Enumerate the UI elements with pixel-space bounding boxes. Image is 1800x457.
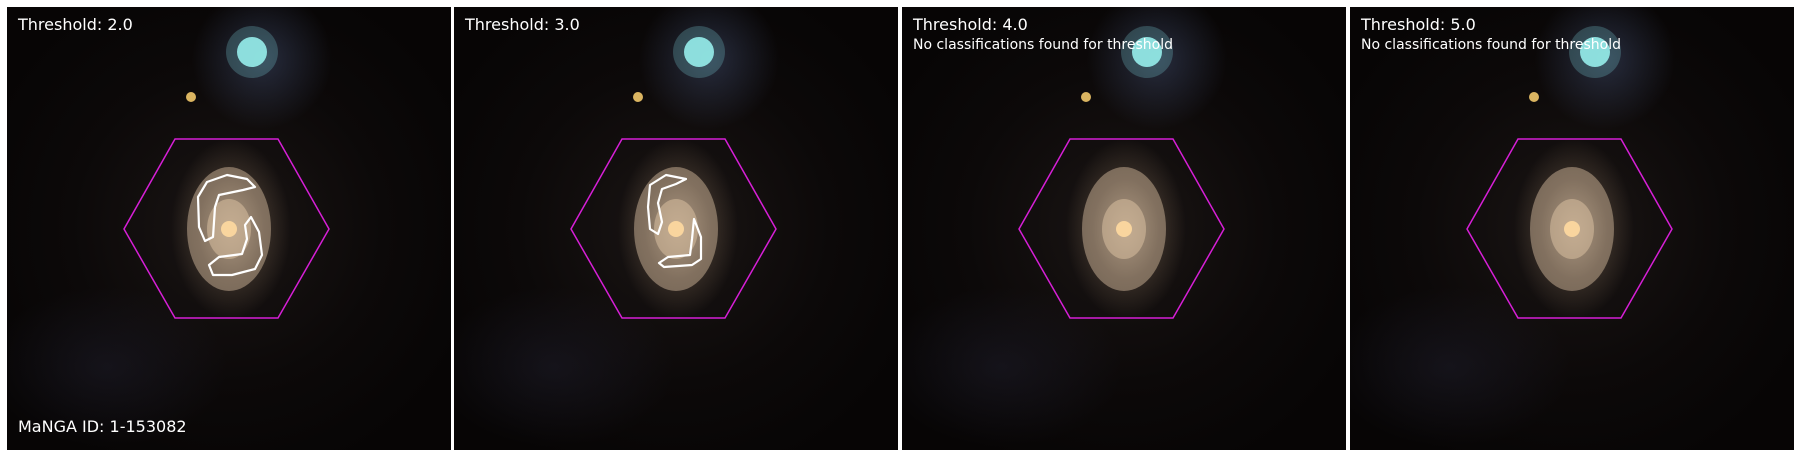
- manga-id-label: MaNGA ID: 1-153082: [18, 417, 187, 436]
- no-classifications-message: No classifications found for threshold: [913, 37, 1173, 53]
- panel-threshold-2: Threshold: 2.0 MaNGA ID: 1-153082: [7, 7, 451, 450]
- classification-contour: [657, 217, 703, 269]
- panel-threshold-3: Threshold: 3.0: [454, 7, 898, 450]
- ifu-hexagon: [1466, 138, 1673, 319]
- bright-star: [684, 37, 714, 67]
- galaxy-core: [221, 221, 237, 237]
- bright-star: [237, 37, 267, 67]
- galaxy-image: [1018, 26, 1225, 319]
- panel-title: Threshold: 2.0: [18, 15, 133, 34]
- panel-title: Threshold: 5.0: [1361, 15, 1476, 34]
- ifu-hexagon: [570, 138, 777, 319]
- panel-threshold-4: Threshold: 4.0 No classifications found …: [902, 7, 1346, 450]
- panel-threshold-5: Threshold: 5.0 No classifications found …: [1350, 7, 1794, 450]
- small-star: [1081, 92, 1091, 102]
- panel-title: Threshold: 3.0: [465, 15, 580, 34]
- classification-contour: [646, 173, 688, 236]
- galaxy-core: [1564, 221, 1580, 237]
- bright-star: [1580, 37, 1610, 67]
- ifu-hexagon: [123, 138, 330, 319]
- small-star: [1529, 92, 1539, 102]
- small-star: [186, 92, 196, 102]
- galaxy-core: [1116, 221, 1132, 237]
- ifu-hexagon: [1018, 138, 1225, 319]
- no-classifications-message: No classifications found for threshold: [1361, 37, 1621, 53]
- galaxy-image: [1466, 26, 1673, 319]
- galaxy-core: [668, 221, 684, 237]
- small-star: [633, 92, 643, 102]
- classification-contour: [207, 215, 264, 277]
- galaxy-image: [123, 26, 330, 319]
- panel-title: Threshold: 4.0: [913, 15, 1028, 34]
- bright-star: [1132, 37, 1162, 67]
- galaxy-image: [570, 26, 777, 319]
- classification-contour: [196, 173, 257, 243]
